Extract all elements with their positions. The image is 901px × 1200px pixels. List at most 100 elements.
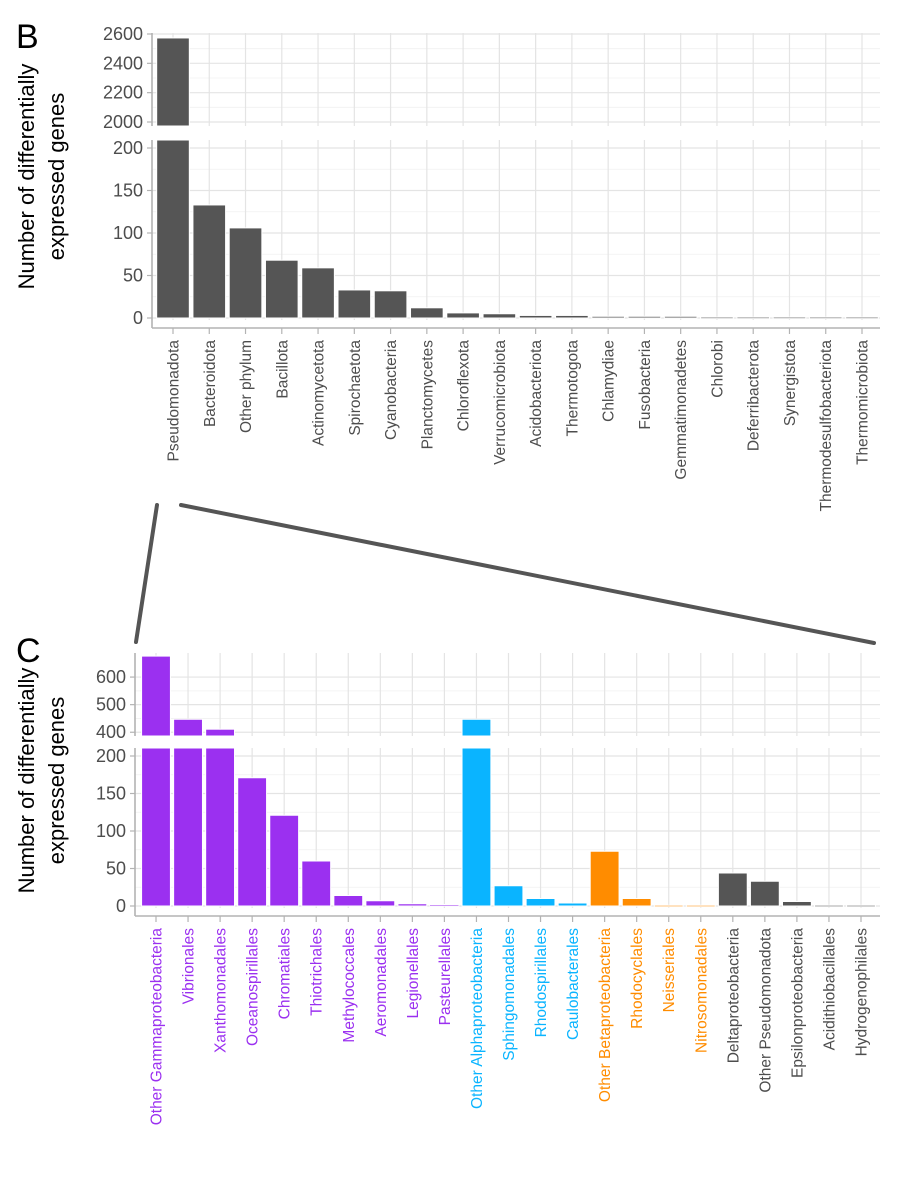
x-tick-label: Gemmatimonadetes	[673, 340, 690, 480]
bar	[663, 315, 698, 319]
x-tick-label: Acidithiobacillales	[821, 928, 838, 1051]
bars	[141, 655, 876, 908]
x-tick-label: Bacillota	[274, 340, 291, 399]
bar	[156, 139, 190, 319]
x-tick-label: Oceanospirillales	[245, 928, 262, 1046]
bar	[736, 316, 771, 320]
x-tick-label: Thiotrichales	[309, 928, 326, 1016]
x-tick-label: Bacteroidota	[202, 340, 219, 427]
bar	[337, 289, 372, 319]
x-tick-label: Planctomycetes	[419, 340, 436, 450]
bar	[192, 204, 227, 319]
y-tick-label: 50	[106, 859, 126, 879]
bar	[685, 904, 716, 908]
y-tick-label: 2000	[103, 112, 143, 132]
y-axis-title-line2: expressed genes	[44, 697, 69, 865]
chart-c: 0 50 100 150 200 400 500 600 Other Gammaproteoba…	[14, 653, 880, 1125]
x-tick-label: Methylococcales	[341, 928, 358, 1043]
x-tick-label: Chlamydiae	[601, 340, 618, 422]
x-tick-label: Chlorobi	[709, 340, 726, 398]
bar	[717, 872, 748, 907]
y-tick-label: 2600	[103, 24, 143, 44]
x-tick-label: Synergistota	[782, 340, 799, 427]
y-tick-label: 500	[96, 695, 126, 715]
x-tick-label: Deferribacterota	[746, 340, 763, 452]
x-tick-label: Thermodesulfobacteriota	[818, 340, 835, 512]
x-tick-label: Sphingomonadales	[501, 928, 518, 1061]
bar	[264, 259, 299, 319]
bar	[627, 315, 662, 319]
y-tick-label: 150	[113, 181, 143, 201]
y-tick-label: 400	[96, 722, 126, 742]
bar-upper-segment	[461, 718, 492, 737]
y-tick-label: 200	[96, 746, 126, 766]
x-tick-label: Thermotogota	[564, 340, 581, 437]
y-axis-title-line1: Number of differentially	[14, 668, 39, 894]
bar	[141, 747, 171, 907]
bar	[591, 315, 625, 319]
bar-upper-segment	[156, 37, 190, 127]
bar	[814, 904, 844, 908]
y-tick-label: 100	[96, 821, 126, 841]
bar	[557, 902, 588, 907]
x-tick-label: Epsilonproteobacteria	[789, 928, 806, 1078]
bar	[555, 314, 589, 319]
x-tick-label: Aeromonadales	[373, 928, 390, 1037]
x-tick-label: Deltaproteobacteria	[725, 928, 742, 1064]
y-tick-label: 600	[96, 667, 126, 687]
bar	[397, 903, 428, 907]
bar	[205, 747, 236, 907]
chart-b: 0 50 100 150 200 2000 2200 2400 2600 Pseudomonado…	[14, 24, 880, 511]
bar	[301, 267, 335, 319]
x-tick-label: Vibrionales	[181, 928, 198, 1005]
x-tick-label: Hydrogenophilales	[854, 928, 871, 1057]
bar-upper-segment	[141, 655, 171, 737]
upper-panel-grid	[135, 653, 880, 736]
connector-left-line	[134, 503, 159, 644]
bar	[808, 316, 843, 320]
y-tick-label: 200	[113, 138, 143, 158]
bar	[301, 860, 332, 907]
y-tick-label: 150	[96, 784, 126, 804]
x-tick-label: Pseudomonadota	[166, 340, 183, 462]
y-tick-label: 2200	[103, 83, 143, 103]
x-tick-label: Xanthomonadales	[213, 928, 230, 1053]
bar	[525, 898, 556, 907]
x-tick-label: Chloroflexota	[456, 340, 473, 432]
y-tick-label: 0	[116, 896, 126, 916]
bar	[653, 904, 684, 908]
bars	[156, 37, 879, 320]
bar	[482, 313, 517, 319]
bar-upper-segment	[173, 718, 203, 737]
x-tick-label: Spirochaetota	[347, 340, 364, 436]
x-tick-label: Legionellales	[405, 928, 422, 1019]
bar	[749, 880, 780, 907]
x-tick-label: Verrucomicrobiota	[492, 340, 509, 465]
x-tick-label: Other Pseudomonadota	[757, 928, 774, 1093]
bar	[461, 747, 492, 907]
x-tick-label: Rhodocyclales	[629, 928, 646, 1029]
bar	[589, 850, 620, 907]
x-tick-label: Acidobacteriota	[528, 340, 545, 447]
y-tick-label: 100	[113, 223, 143, 243]
y-axis-title-line1: Number of differentially	[14, 64, 39, 290]
bar	[493, 885, 524, 907]
x-tick-label: Rhodospirillales	[533, 928, 550, 1038]
x-tick-label: Chromatiales	[277, 928, 294, 1020]
y-tick-label: 2400	[103, 53, 143, 73]
connector-right-line	[179, 503, 876, 645]
zoom-connector	[134, 503, 876, 645]
x-tick-label: Other Gammaproteobacteria	[149, 928, 166, 1126]
x-tick-label: Other Alphaproteobacteria	[469, 928, 486, 1109]
x-tick-label: Actinomycetota	[311, 340, 328, 446]
x-tick-label: Pasteurellales	[437, 928, 454, 1026]
bar	[365, 900, 396, 907]
x-tick-label: Neisseriales	[661, 928, 678, 1013]
bar	[373, 290, 408, 319]
x-tick-label: Cyanobacteria	[383, 340, 400, 440]
x-tick-label: Caulobacterales	[565, 928, 582, 1040]
bar	[228, 227, 263, 319]
bar	[269, 814, 300, 907]
bar	[429, 904, 460, 907]
